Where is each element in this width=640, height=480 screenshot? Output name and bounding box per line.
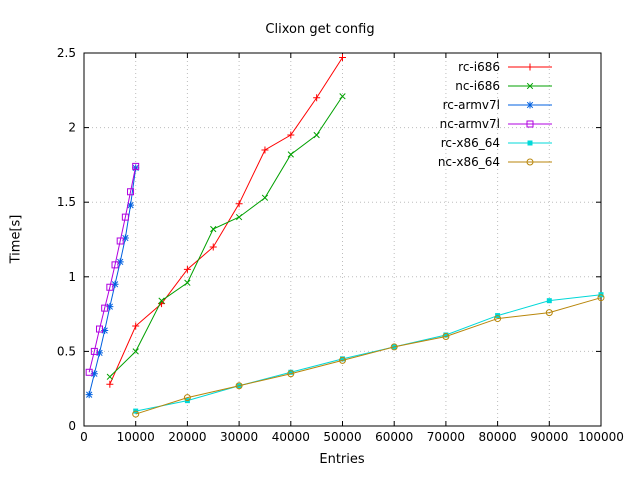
legend-entry-rc-armv7l: rc-armv7l [443, 98, 552, 112]
svg-text:nc-armv7l: nc-armv7l [440, 117, 500, 131]
plot-border [83, 52, 602, 427]
grid-lines [83, 52, 602, 427]
tick-labels: 0 10000 20000 30000 40000 50000 60000 70000 8000… [57, 46, 624, 444]
svg-text:30000: 30000 [220, 430, 258, 444]
svg-text:1.5: 1.5 [57, 195, 76, 209]
legend-entry-rc-i686: rc-i686 [458, 60, 552, 74]
svg-text:2.5: 2.5 [57, 46, 76, 60]
legend-entry-nc-x86_64: nc-x86_64 [438, 155, 552, 169]
legend-entry-nc-i686: nc-i686 [455, 79, 552, 93]
series-nc-i686 [106, 93, 346, 380]
svg-text:70000: 70000 [427, 430, 465, 444]
legend-entry-rc-x86_64: rc-x86_64 [441, 136, 552, 150]
svg-text:nc-x86_64: nc-x86_64 [438, 155, 500, 169]
svg-text:40000: 40000 [272, 430, 310, 444]
svg-text:60000: 60000 [375, 430, 413, 444]
series-nc-armv7l [85, 162, 140, 376]
svg-text:nc-i686: nc-i686 [455, 79, 500, 93]
svg-text:90000: 90000 [530, 430, 568, 444]
svg-text:0.5: 0.5 [57, 344, 76, 358]
svg-text:10000: 10000 [117, 430, 155, 444]
svg-text:rc-armv7l: rc-armv7l [443, 98, 500, 112]
svg-text:rc-x86_64: rc-x86_64 [441, 136, 500, 150]
svg-text:100000: 100000 [578, 430, 624, 444]
chart-title: Clixon get config [265, 22, 375, 37]
axis-ticks [83, 52, 602, 427]
series-rc-x86_64 [133, 292, 604, 414]
series-nc-x86_64 [132, 294, 605, 418]
svg-text:80000: 80000 [479, 430, 517, 444]
series-rc-armv7l [85, 164, 140, 399]
svg-text:50000: 50000 [323, 430, 361, 444]
svg-text:1: 1 [68, 270, 76, 284]
legend-entry-nc-armv7l: nc-armv7l [440, 117, 552, 131]
svg-text:rc-i686: rc-i686 [458, 60, 500, 74]
svg-text:0: 0 [80, 430, 88, 444]
legend: rc-i686 nc-i686 rc-armv7l nc-armv7l rc-x86_6… [438, 60, 552, 169]
x-axis-label: Entries [319, 452, 365, 467]
svg-text:20000: 20000 [168, 430, 206, 444]
series-rc-i686 [106, 53, 346, 388]
svg-text:0: 0 [68, 419, 76, 433]
svg-text:2: 2 [68, 121, 76, 135]
